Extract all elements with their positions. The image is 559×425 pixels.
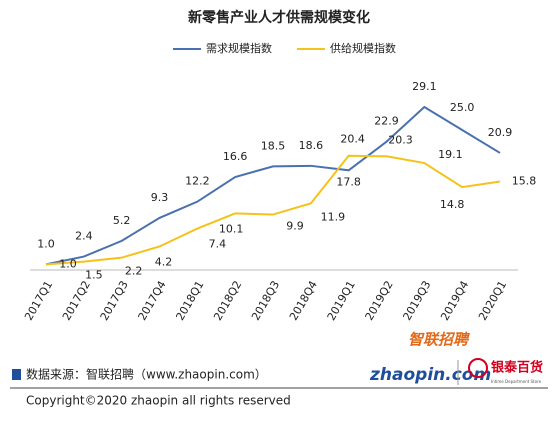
x-tick-label: 2020Q1 — [476, 279, 509, 323]
x-tick-label: 2019Q4 — [438, 279, 471, 323]
intime-icon — [468, 358, 488, 378]
x-tick-label: 2018Q1 — [173, 279, 206, 323]
value-label: 10.1 — [219, 222, 244, 235]
value-label: 9.9 — [286, 220, 304, 233]
value-label: 9.3 — [151, 191, 169, 204]
value-label: 2.2 — [125, 265, 143, 278]
value-label: 14.8 — [440, 198, 465, 211]
value-label: 1.0 — [59, 257, 77, 270]
intime-sub: Intime Department Store — [491, 379, 542, 384]
value-label: 11.9 — [321, 210, 346, 223]
legend-label: 供给规模指数 — [330, 41, 396, 55]
value-label: 7.4 — [209, 238, 227, 251]
x-tick-label: 2019Q1 — [325, 279, 358, 323]
chart-title: 新零售产业人才供需规模变化 — [188, 9, 370, 26]
legend-label: 需求规模指数 — [206, 41, 272, 55]
value-label: 20.4 — [340, 133, 365, 146]
value-label: 12.2 — [185, 175, 210, 188]
value-label: 20.3 — [388, 133, 413, 146]
x-tick-label: 2019Q3 — [400, 279, 433, 323]
x-tick-label: 2018Q4 — [287, 279, 320, 323]
value-label: 29.1 — [412, 80, 437, 93]
value-label: 25.0 — [450, 101, 475, 114]
value-label: 1.5 — [85, 269, 103, 282]
logo-site: zhaopin.com — [369, 365, 491, 385]
value-label: 1.0 — [37, 237, 55, 250]
x-tick-label: 2019Q2 — [363, 279, 396, 323]
value-label: 18.5 — [261, 139, 286, 152]
series-line — [45, 105, 501, 266]
x-tick-label: 2017Q4 — [136, 279, 169, 323]
x-tick-label: 2017Q3 — [98, 279, 131, 323]
x-tick-label: 2018Q3 — [249, 279, 282, 323]
series-line — [45, 154, 501, 266]
copyright: Copyright©2020 zhaopin all rights reserv… — [26, 394, 291, 408]
intime-brand: 银泰百货 — [491, 360, 543, 376]
source: 数据来源：智联招聘（www.zhaopin.com） — [26, 367, 267, 382]
value-label: 22.9 — [374, 115, 399, 128]
source-marker — [12, 369, 21, 380]
value-label: 20.9 — [488, 126, 513, 139]
value-label: 18.6 — [299, 139, 324, 152]
value-label: 15.8 — [512, 174, 537, 187]
value-label: 4.2 — [155, 255, 173, 268]
x-tick-label: 2017Q2 — [60, 279, 93, 323]
value-label: 5.2 — [113, 214, 131, 227]
value-label: 2.4 — [75, 230, 93, 243]
logo-brand: 智联招聘 — [408, 331, 470, 349]
value-label: 19.1 — [438, 148, 463, 161]
x-tick-label: 2018Q2 — [211, 279, 244, 323]
value-label: 16.6 — [223, 150, 248, 163]
value-label: 17.8 — [336, 175, 361, 188]
x-tick-label: 2017Q1 — [22, 279, 55, 323]
